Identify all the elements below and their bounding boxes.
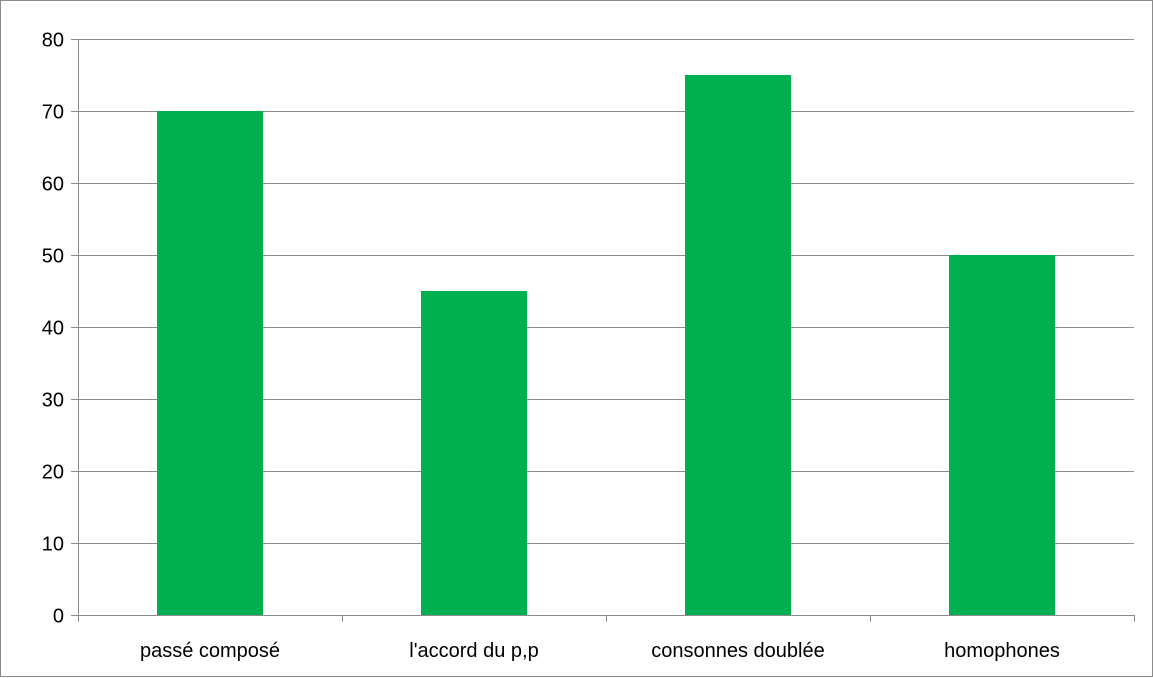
bars	[157, 75, 1055, 615]
y-tick-label: 0	[53, 606, 64, 628]
y-tick-label: 50	[42, 246, 64, 268]
y-tick-label: 10	[42, 534, 64, 556]
bar-3	[949, 255, 1055, 615]
y-tick-label: 30	[42, 390, 64, 412]
x-tick-labels: passé composé l'accord du p,p consonnes do…	[140, 640, 1060, 662]
axes	[71, 39, 1135, 622]
y-tick-label: 70	[42, 102, 64, 124]
y-tick-label: 40	[42, 318, 64, 340]
y-tick-label: 60	[42, 174, 64, 196]
y-tick-label: 20	[42, 462, 64, 484]
bar-2	[685, 75, 791, 615]
x-tick-label: passé composé	[140, 640, 280, 662]
x-tick-label: l'accord du p,p	[409, 640, 538, 662]
x-tick-label: consonnes doublée	[651, 640, 824, 662]
y-tick-labels: 0 10 20 30 40 50 60 70 80	[42, 30, 64, 628]
bar-1	[421, 291, 527, 615]
x-tick-label: homophones	[944, 640, 1060, 662]
y-tick-label: 80	[42, 30, 64, 52]
bar-0	[157, 111, 263, 615]
